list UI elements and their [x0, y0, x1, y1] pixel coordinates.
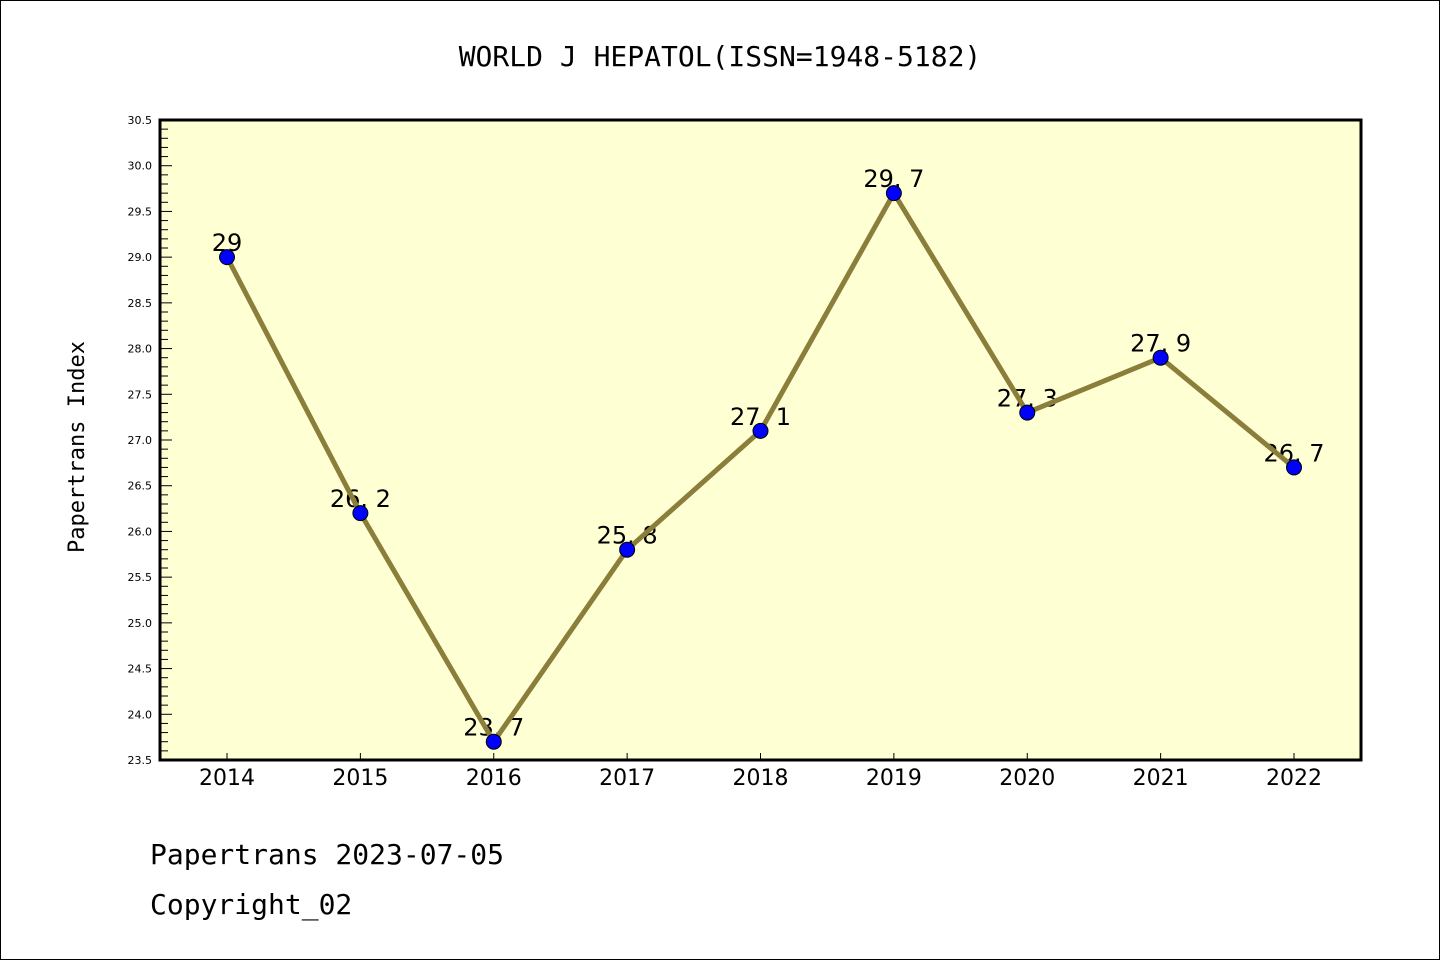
y-tick-label: 25.5: [128, 571, 153, 584]
y-tick-label: 28.0: [128, 343, 153, 356]
data-point: [219, 249, 235, 266]
y-tick-label: 28.5: [128, 297, 153, 310]
y-tick-label: 30.0: [128, 160, 153, 173]
data-point: [352, 505, 369, 522]
x-tick-label: 2018: [733, 766, 789, 791]
footer-copyright: Copyright_02: [150, 888, 352, 922]
data-point: [1286, 459, 1302, 476]
x-tick-label: 2019: [866, 766, 922, 791]
y-tick-label: 24.0: [128, 708, 153, 721]
data-point: [619, 541, 636, 558]
y-tick-label: 29.5: [128, 205, 153, 218]
footer-date: Papertrans 2023-07-05: [150, 838, 504, 871]
y-tick-label: 25.0: [128, 617, 153, 630]
markers-group: [219, 185, 1302, 750]
y-axis-label: Papertrans Index: [65, 341, 90, 553]
x-tick-label: 2014: [199, 766, 255, 791]
plot-area: [160, 120, 1361, 760]
x-tick-label: 2016: [466, 766, 522, 791]
data-point: [1152, 349, 1169, 366]
x-tick-label: 2021: [1133, 766, 1189, 791]
y-tick-label: 30.5: [128, 114, 153, 127]
y-tick-label: 23.5: [128, 754, 153, 767]
chart-title: WORLD J HEPATOL(ISSN=1948-5182): [459, 40, 982, 73]
data-point: [885, 185, 902, 202]
x-tick-label: 2020: [999, 766, 1055, 791]
x-axis: 2014 2015 2016 2017 2018 2019 2020 2021 2022: [199, 753, 1322, 791]
x-tick-label: 2022: [1266, 766, 1322, 791]
x-tick-label: 2015: [332, 766, 388, 791]
y-tick-label: 24.5: [128, 663, 153, 676]
plot-border: [158, 118, 1363, 762]
y-tick-label: 26.0: [128, 525, 153, 538]
y-tick-label: 26.5: [128, 480, 153, 493]
data-point: [485, 733, 502, 750]
y-tick-label: 29.0: [128, 251, 153, 264]
data-point: [752, 422, 769, 439]
y-tick-label: 27.5: [128, 388, 153, 401]
data-point: [1019, 404, 1036, 421]
x-tick-label: 2017: [599, 766, 655, 791]
y-tick-label: 27.0: [128, 434, 153, 447]
